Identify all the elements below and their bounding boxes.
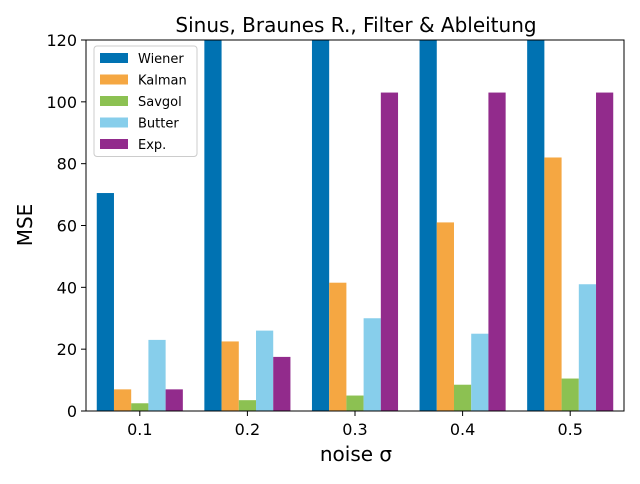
x-tick-label: 0.5 <box>557 420 582 439</box>
bar-butter-0-3 <box>363 318 381 411</box>
bar-butter-0-5 <box>578 284 597 411</box>
legend-swatch <box>100 139 128 149</box>
y-tick-label: 40 <box>57 278 77 297</box>
bar-kalman-0-3 <box>329 282 347 411</box>
legend-label: Wiener <box>138 52 184 67</box>
legend-label: Savgol <box>138 95 182 110</box>
bar-exp-0-4 <box>488 92 506 411</box>
x-tick-label: 0.3 <box>342 420 367 439</box>
bar-savgol-0-2 <box>238 400 257 411</box>
bar-exp-0-3 <box>380 92 399 411</box>
x-axis-label: noise σ <box>320 442 393 466</box>
x-tick-label: 0.1 <box>127 420 152 439</box>
y-tick-label: 20 <box>57 340 77 359</box>
bar-butter-0-2 <box>256 330 274 411</box>
chart-title: Sinus, Braunes R., Filter & Ableitung <box>175 13 536 37</box>
bar-butter-0-4 <box>471 333 489 411</box>
legend-swatch <box>100 96 128 106</box>
bar-kalman-0-4 <box>436 222 454 411</box>
bar-exp-0-5 <box>596 92 614 411</box>
y-axis-label: MSE <box>13 204 37 247</box>
bar-kalman-0-1 <box>113 389 132 411</box>
y-tick-label: 100 <box>46 93 77 112</box>
y-tick-label: 80 <box>57 155 77 174</box>
bar-kalman-0-2 <box>221 341 239 411</box>
bar-wiener-0-2 <box>204 40 222 411</box>
bar-wiener-0-4 <box>419 40 437 411</box>
legend-swatch <box>100 53 128 63</box>
bar-exp-0-1 <box>165 389 183 411</box>
bars-group <box>96 40 614 411</box>
legend-label: Exp. <box>138 138 166 153</box>
x-axis-ticks: 0.1 0.2 0.3 0.4 0.5 <box>127 411 583 439</box>
legend-swatch <box>100 74 128 85</box>
bar-kalman-0-5 <box>544 157 562 411</box>
bar-savgol-0-1 <box>131 403 149 411</box>
y-tick-label: 0 <box>67 402 77 421</box>
y-tick-label: 120 <box>46 31 77 50</box>
legend-swatch <box>100 117 128 128</box>
legend-label: Butter <box>138 117 179 132</box>
bar-wiener-0-5 <box>527 40 545 411</box>
legend-box <box>93 45 198 157</box>
y-tick-label: 60 <box>57 217 77 236</box>
legend: Wiener Kalman Savgol Butter Exp. <box>93 45 198 157</box>
bar-savgol-0-3 <box>346 395 364 411</box>
bar-savgol-0-5 <box>561 378 579 411</box>
bar-butter-0-1 <box>148 339 166 411</box>
x-tick-label: 0.4 <box>450 420 475 439</box>
bar-savgol-0-4 <box>453 384 472 411</box>
bar-exp-0-2 <box>273 356 291 411</box>
x-tick-label: 0.2 <box>235 420 260 439</box>
legend-label: Kalman <box>138 74 187 89</box>
bar-wiener-0-1 <box>96 193 114 411</box>
bar-wiener-0-3 <box>311 40 330 411</box>
y-axis-ticks: 0 20 40 60 80 100 120 <box>46 31 86 421</box>
